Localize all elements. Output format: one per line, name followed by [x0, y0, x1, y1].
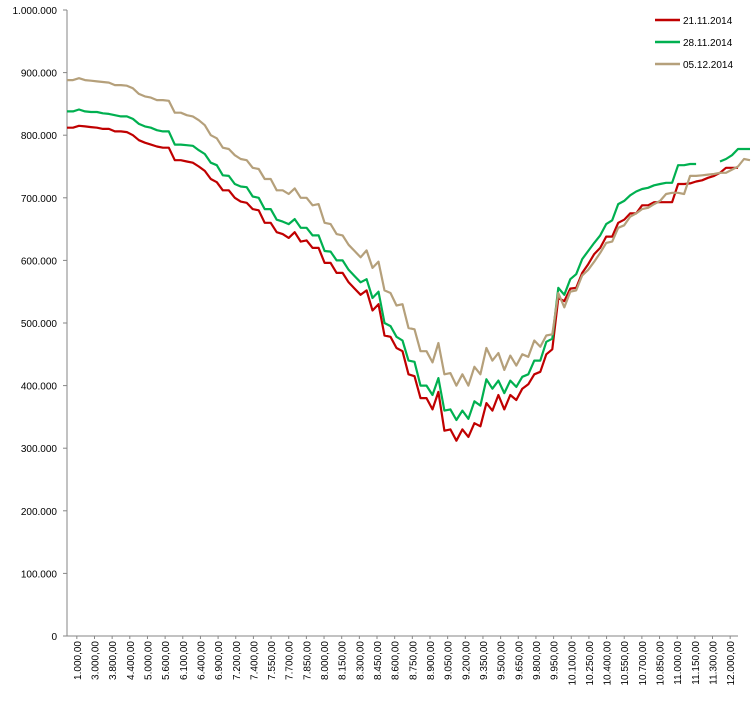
series-line-2: [67, 108, 750, 422]
x-tick-label: 6.900,00: [214, 641, 225, 680]
x-tick-label: 8.750,00: [408, 641, 419, 680]
x-tick-label: 7.200,00: [232, 641, 243, 680]
x-tick-label: 8.300,00: [355, 641, 366, 680]
series-line-3: [67, 77, 751, 387]
y-tick-label: 900.000: [21, 69, 58, 80]
x-tick-label: 5.600,00: [161, 641, 172, 680]
x-tick-label: 3.000,00: [90, 641, 101, 680]
y-tick-label: 600.000: [21, 256, 58, 267]
x-tick-label: 9.800,00: [532, 641, 543, 680]
x-tick-label: 6.100,00: [179, 641, 190, 680]
x-tick-label: 8.150,00: [338, 641, 349, 680]
y-tick-label: 200.000: [21, 507, 58, 518]
x-tick-label: 11.150,00: [691, 641, 702, 685]
x-tick-label: 9.950,00: [550, 641, 561, 680]
x-tick-label: 10.700,00: [638, 641, 649, 686]
x-tick-label: 9.500,00: [497, 641, 508, 680]
y-tick-label: 100.000: [21, 569, 58, 580]
legend-label: 05.12.2014: [683, 60, 733, 71]
x-tick-label: 8.900,00: [426, 641, 437, 680]
x-tick-label: 12.000,00: [726, 641, 737, 686]
series-line-1: [67, 124, 738, 442]
x-tick-label: 7.850,00: [302, 641, 313, 680]
x-axis-ticks: 1.000,00 3.000,00 3.800,00 4.400,00 5.000,00…: [73, 636, 737, 686]
chart-series-lines: [67, 77, 751, 442]
x-tick-label: 10.850,00: [656, 641, 667, 686]
y-tick-label: 0: [51, 632, 57, 643]
x-tick-label: 5.000,00: [143, 641, 154, 680]
y-tick-label: 500.000: [21, 319, 58, 330]
y-tick-label: 700.000: [21, 194, 58, 205]
x-tick-label: 8.000,00: [320, 641, 331, 680]
y-tick-label: 1.000.000: [13, 6, 58, 17]
x-tick-label: 6.400,00: [196, 641, 207, 680]
x-tick-label: 7.700,00: [285, 641, 296, 680]
x-tick-label: 4.400,00: [126, 641, 137, 680]
x-tick-label: 10.250,00: [585, 641, 596, 686]
chart-axes: [66, 10, 738, 637]
x-tick-label: 9.050,00: [444, 641, 455, 680]
y-axis-ticks: 0 100.000 200.000 300.000 400.000 500.000 600.…: [13, 6, 67, 643]
legend-label: 21.11.2014: [683, 16, 733, 27]
x-tick-label: 8.600,00: [391, 641, 402, 680]
x-tick-label: 1.000,00: [73, 641, 84, 680]
x-tick-label: 9.650,00: [514, 641, 525, 680]
chart-legend: 21.11.2014 28.11.2014 05.12.2014: [655, 16, 733, 71]
y-tick-label: 300.000: [21, 444, 58, 455]
x-tick-label: 10.550,00: [620, 641, 631, 686]
x-tick-label: 9.350,00: [479, 641, 490, 680]
x-tick-label: 3.800,00: [108, 641, 119, 680]
x-tick-label: 11.000,00: [673, 641, 684, 685]
x-tick-label: 9.200,00: [461, 641, 472, 680]
y-tick-label: 800.000: [21, 131, 58, 142]
x-tick-label: 7.400,00: [249, 641, 260, 680]
x-tick-label: 8.450,00: [373, 641, 384, 680]
y-tick-label: 400.000: [21, 382, 58, 393]
x-tick-label: 10.100,00: [567, 641, 578, 686]
x-tick-label: 10.400,00: [603, 641, 614, 686]
x-tick-label: 11.300,00: [709, 641, 720, 685]
x-tick-label: 7.550,00: [267, 641, 278, 680]
legend-label: 28.11.2014: [683, 38, 733, 49]
